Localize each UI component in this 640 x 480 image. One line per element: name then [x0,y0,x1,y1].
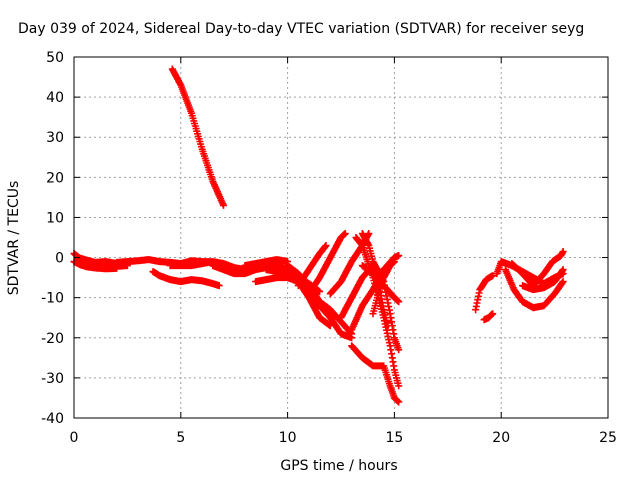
y-tick-label: -40 [41,411,64,427]
plot-frame [73,56,609,419]
grid [74,57,608,418]
data-points [70,65,567,406]
x-tick-label: 0 [70,430,79,446]
x-tick-label: 25 [599,430,617,446]
y-tick-label: 20 [46,170,64,186]
y-tick-label: -20 [41,331,64,347]
y-tick-label: 40 [46,90,64,106]
chart-title: Day 039 of 2024, Sidereal Day-to-day VTE… [18,21,584,37]
x-tick-label: 5 [176,430,185,446]
y-tick-label: 10 [46,210,64,226]
y-tick-label: -30 [41,371,64,387]
x-tick-label: 10 [279,430,297,446]
x-tick-label: 20 [492,430,510,446]
y-tick-label: 30 [46,130,64,146]
x-axis-ticks: 0 5 10 15 20 25 [70,57,617,446]
x-axis-label: GPS time / hours [280,458,397,474]
y-tick-label: -10 [41,291,64,307]
y-axis-label: SDTVAR / TECUs [6,181,22,296]
x-tick-label: 15 [385,430,403,446]
y-axis-ticks: -40 -30 -20 -10 0 10 20 30 40 50 [41,50,608,427]
y-tick-label: 50 [46,50,64,66]
series-markers [70,65,567,406]
y-tick-label: 0 [55,251,64,267]
